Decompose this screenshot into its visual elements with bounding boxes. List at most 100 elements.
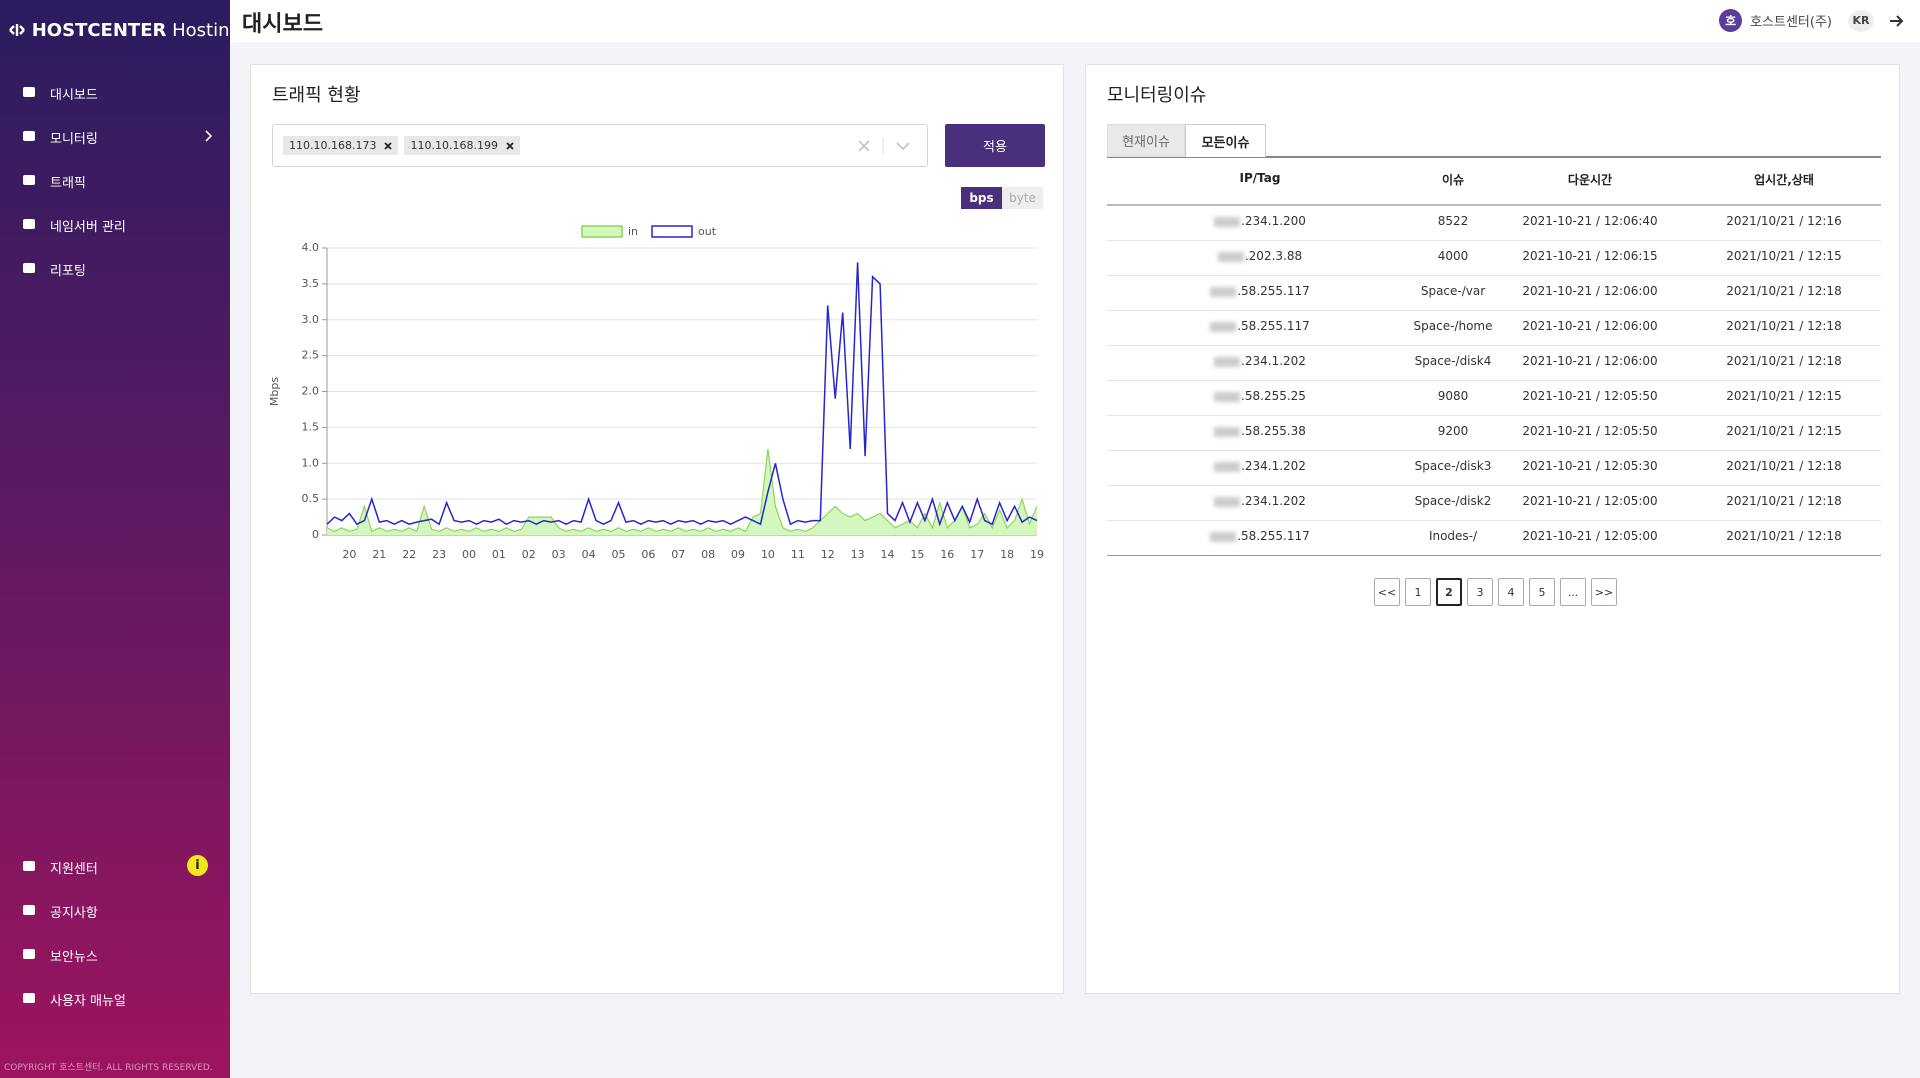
apply-button[interactable]: 적용 bbox=[945, 124, 1045, 167]
table-cell: 2021-10-21 / 12:05:50 bbox=[1490, 389, 1690, 403]
tag-text: 110.10.168.173 bbox=[289, 139, 377, 152]
menu-label: 대시보드 bbox=[50, 88, 98, 103]
cell-text: 2021-10-21 / 12:05:00 bbox=[1522, 529, 1658, 543]
table-cell: 2021-10-21 / 12:06:40 bbox=[1490, 214, 1690, 228]
column-header: IP/Tag bbox=[1239, 171, 1281, 185]
select-controls bbox=[859, 138, 910, 154]
table-cell: Space-/var bbox=[1353, 284, 1553, 298]
row-line bbox=[1107, 555, 1881, 556]
table-cell: 9200 bbox=[1353, 424, 1553, 438]
table-cell: 2021-10-21 / 12:06:00 bbox=[1490, 284, 1690, 298]
lang[interactable]: KR bbox=[1848, 9, 1874, 32]
menu-item[interactable]: 지원센터 i bbox=[0, 848, 230, 884]
x-tick-label: 22 bbox=[402, 548, 416, 561]
tag-remove[interactable] bbox=[384, 141, 393, 150]
cell-text: 9200 bbox=[1437, 424, 1469, 438]
unit-button[interactable]: byte bbox=[1002, 187, 1043, 209]
cell-text: .58.255.117 bbox=[1237, 319, 1310, 333]
row-line bbox=[1107, 310, 1881, 311]
cell-text: .234.1.202 bbox=[1241, 494, 1306, 508]
badge: i bbox=[187, 855, 208, 876]
tag-select[interactable]: 110.10.168.173 110.10.168.199 bbox=[272, 124, 928, 167]
tag[interactable]: 110.10.168.199 bbox=[404, 136, 520, 155]
x-tick-label: 07 bbox=[671, 548, 685, 561]
brand[interactable]: HOSTCENTER Hosting bbox=[8, 20, 241, 41]
page-button[interactable]: >> bbox=[1591, 578, 1617, 606]
cell-text: Space-/home bbox=[1413, 319, 1493, 333]
menu-icon bbox=[23, 993, 35, 1003]
table-cell: .58.255.117 bbox=[1160, 284, 1360, 298]
cell-text: 2021-10-21 / 12:06:00 bbox=[1522, 319, 1658, 333]
table-cell: 2021/10/21 / 12:18 bbox=[1684, 354, 1884, 368]
user-name[interactable]: 호스트센터(주) bbox=[1750, 15, 1832, 30]
sidebar: HOSTCENTER Hosting COPYRIGHT 호스트센터. ALL … bbox=[0, 0, 241, 1078]
x-tick-label: 18 bbox=[1000, 548, 1014, 561]
x-tick-label: 15 bbox=[910, 548, 924, 561]
x-tick-label: 09 bbox=[731, 548, 745, 561]
avatar[interactable]: 호 bbox=[1719, 9, 1743, 32]
menu-icon bbox=[23, 175, 35, 185]
cell-text: .58.255.117 bbox=[1237, 284, 1310, 298]
table-cell: 8522 bbox=[1353, 214, 1553, 228]
menu-item[interactable]: 대시보드 bbox=[0, 74, 230, 110]
page-button[interactable]: 5 bbox=[1529, 578, 1555, 606]
tag[interactable]: 110.10.168.173 bbox=[283, 136, 399, 155]
cell-text: 2021/10/21 / 12:15 bbox=[1726, 424, 1842, 438]
y-tick-label: 3.0 bbox=[302, 313, 320, 326]
x-tick-label: 08 bbox=[701, 548, 715, 561]
row-line bbox=[1107, 520, 1881, 521]
row-line bbox=[1107, 240, 1881, 241]
page-button[interactable]: 2 bbox=[1436, 578, 1462, 606]
tab[interactable]: 모든이슈 bbox=[1185, 124, 1266, 157]
tag-remove[interactable] bbox=[506, 141, 514, 150]
page-button[interactable]: 3 bbox=[1467, 578, 1493, 606]
cell-text: Space-/disk4 bbox=[1414, 354, 1492, 368]
page-button[interactable]: ... bbox=[1560, 578, 1586, 606]
menu-icon bbox=[23, 131, 35, 141]
x-tick-label: 00 bbox=[462, 548, 476, 561]
x-tick-label: 11 bbox=[791, 548, 805, 561]
menu-item[interactable]: 사용자 매뉴얼 bbox=[0, 980, 230, 1016]
page-button[interactable]: << bbox=[1374, 578, 1400, 606]
page-button[interactable]: 4 bbox=[1498, 578, 1524, 606]
menu-item[interactable]: 트래픽 bbox=[0, 162, 230, 198]
cell-text: 2021/10/21 / 12:18 bbox=[1726, 284, 1842, 298]
unit-button[interactable]: bps bbox=[961, 187, 1002, 209]
cell-text: .58.255.117 bbox=[1237, 529, 1310, 543]
column-header: 업시간,상태 bbox=[1754, 173, 1814, 187]
y-axis-label: Mbps bbox=[268, 377, 281, 406]
table-cell: .234.1.202 bbox=[1160, 354, 1360, 368]
blurred-prefix bbox=[1214, 461, 1241, 472]
table-cell: Space-/disk3 bbox=[1353, 459, 1553, 473]
table-cell: 2021/10/21 / 12:15 bbox=[1684, 424, 1884, 438]
cell-text: 2021-10-21 / 12:06:00 bbox=[1522, 284, 1658, 298]
legend-swatch bbox=[651, 225, 693, 238]
chevron bbox=[205, 130, 213, 142]
menu-label: 보안뉴스 bbox=[50, 950, 98, 965]
page-button[interactable]: 1 bbox=[1405, 578, 1431, 606]
page-title: 대시보드 bbox=[242, 12, 323, 37]
menu-label: 사용자 매뉴얼 bbox=[50, 994, 126, 1009]
row-line bbox=[1107, 345, 1881, 346]
x-tick-label: 23 bbox=[432, 548, 446, 561]
tab[interactable]: 현재이슈 bbox=[1107, 124, 1185, 157]
row-line bbox=[1107, 485, 1881, 486]
x-tick-label: 20 bbox=[342, 548, 356, 561]
menu-item[interactable]: 리포팅 bbox=[0, 250, 230, 286]
table-cell: 2021/10/21 / 12:16 bbox=[1684, 214, 1884, 228]
cell-text: 2021/10/21 / 12:18 bbox=[1726, 354, 1842, 368]
menu-item[interactable]: 보안뉴스 bbox=[0, 936, 230, 972]
logout-icon[interactable] bbox=[1888, 14, 1906, 28]
menu-item[interactable]: 네임서버 관리 bbox=[0, 206, 230, 242]
menu-item[interactable]: 모니터링 bbox=[0, 118, 230, 154]
table-cell: .58.255.25 bbox=[1160, 389, 1360, 403]
blurred-prefix bbox=[1214, 426, 1241, 437]
blurred-prefix bbox=[1214, 356, 1241, 367]
header: 대시보드 호 호스트센터(주) KR bbox=[230, 0, 1920, 42]
cell-text: .202.3.88 bbox=[1244, 249, 1303, 263]
x-tick-label: 14 bbox=[881, 548, 895, 561]
table-cell: Space-/disk2 bbox=[1353, 494, 1553, 508]
legend-label: in bbox=[628, 225, 638, 238]
menu-item[interactable]: 공지사항 bbox=[0, 892, 230, 928]
